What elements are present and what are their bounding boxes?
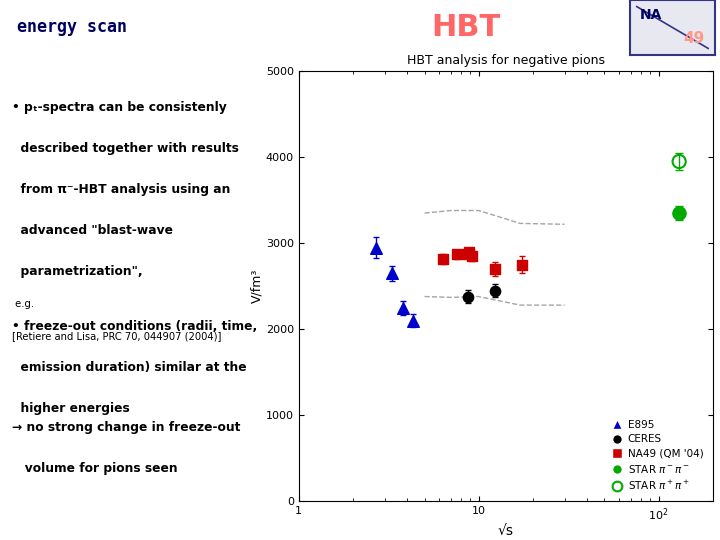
Text: [Retiere and Lisa, PRC 70, 044907 (2004)]: [Retiere and Lisa, PRC 70, 044907 (2004)… (12, 332, 221, 341)
X-axis label: √s: √s (498, 524, 514, 538)
Legend: E895, CERES, NA49 (QM '04), STAR $\pi^-\pi^-$, STAR $\pi^+\pi^+$: E895, CERES, NA49 (QM '04), STAR $\pi^-\… (608, 416, 708, 496)
Text: • freeze-out conditions (radii, time,: • freeze-out conditions (radii, time, (12, 320, 257, 333)
Text: HBT: HBT (431, 13, 501, 42)
Point (673, 209, 685, 218)
Text: described together with results: described together with results (12, 142, 239, 155)
Point (462, 249, 474, 258)
Point (516, 260, 527, 269)
Text: NA: NA (640, 9, 662, 22)
Text: 49: 49 (683, 31, 704, 46)
Point (673, 157, 685, 166)
Text: from π⁻-HBT analysis using an: from π⁻-HBT analysis using an (12, 183, 230, 196)
Point (489, 286, 500, 295)
Text: advanced "blast-wave: advanced "blast-wave (12, 224, 173, 237)
Point (387, 269, 398, 278)
Text: Claudia Höhne: Claudia Höhne (14, 519, 106, 532)
Point (397, 303, 409, 312)
Text: Quark Matter 2005: Quark Matter 2005 (300, 519, 420, 532)
Point (437, 254, 449, 263)
Text: 30: 30 (690, 519, 706, 532)
Point (462, 292, 474, 301)
Point (451, 250, 463, 259)
Text: emission duration) similar at the: emission duration) similar at the (12, 361, 246, 374)
Point (371, 243, 382, 252)
Text: volume for pions seen: volume for pions seen (12, 462, 178, 475)
Title: HBT analysis for negative pions: HBT analysis for negative pions (407, 54, 605, 68)
Point (463, 247, 474, 256)
Text: higher energies: higher energies (12, 402, 130, 415)
Text: energy scan: energy scan (17, 18, 127, 37)
Point (489, 265, 500, 273)
Point (407, 316, 418, 325)
Text: parametrization",: parametrization", (12, 265, 143, 278)
Text: • pₜ-spectra can be consistenly: • pₜ-spectra can be consistenly (12, 100, 227, 114)
Point (467, 252, 478, 260)
Y-axis label: V/fm³: V/fm³ (250, 269, 263, 303)
Text: → no strong change in freeze-out: → no strong change in freeze-out (12, 421, 240, 434)
Text: e.g.: e.g. (12, 300, 34, 309)
